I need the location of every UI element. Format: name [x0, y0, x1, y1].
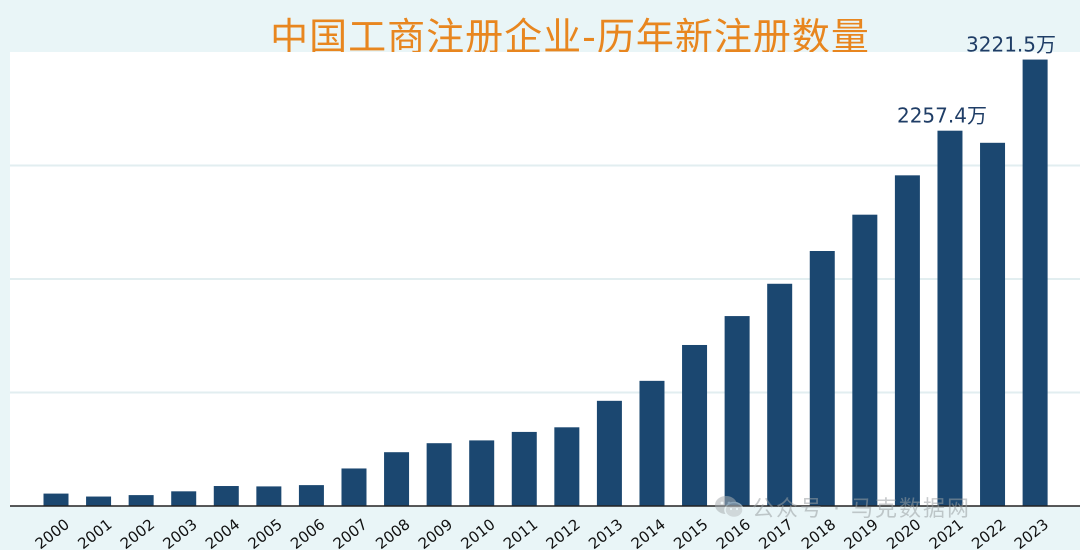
bar-2016 — [724, 316, 750, 506]
bar-2011 — [511, 431, 537, 506]
x-tick-label-2001: 2001 — [74, 515, 115, 550]
bar-2003 — [171, 491, 197, 506]
bar-2004 — [213, 486, 239, 506]
bar-2000 — [43, 493, 69, 506]
bar-2007 — [341, 468, 367, 506]
x-tick-label-2013: 2013 — [585, 515, 626, 550]
x-tick-label-2007: 2007 — [330, 515, 371, 550]
bar-2009 — [426, 443, 452, 506]
x-tick-label-2009: 2009 — [415, 515, 456, 550]
bar-2008 — [384, 452, 410, 506]
bar-2015 — [682, 344, 708, 506]
bar-2005 — [256, 486, 282, 506]
data-label-2023: 3221.5万 — [966, 33, 1056, 57]
bar-2017 — [767, 283, 793, 506]
bar-2022 — [980, 142, 1006, 507]
bar-2019 — [852, 214, 878, 506]
bar-2018 — [809, 251, 835, 506]
bar-2001 — [86, 496, 112, 506]
x-tick-label-2022: 2022 — [968, 515, 1009, 550]
bar-2002 — [128, 495, 154, 506]
x-tick-label-2002: 2002 — [117, 515, 158, 550]
x-tick-label-2000: 2000 — [32, 515, 73, 550]
bar-2014 — [639, 380, 665, 506]
bar-2013 — [596, 400, 622, 506]
data-label-2021: 2257.4万 — [897, 104, 987, 128]
x-tick-label-2014: 2014 — [628, 515, 669, 550]
bar-2023 — [1022, 59, 1048, 507]
bar-2020 — [894, 175, 920, 506]
bar-2006 — [298, 485, 324, 506]
x-tick-label-2004: 2004 — [202, 515, 243, 550]
bar-2021 — [937, 130, 963, 506]
bars — [43, 59, 1048, 507]
x-tick-label-2011: 2011 — [500, 515, 541, 550]
wechat-icon — [715, 496, 744, 519]
x-tick-label-2015: 2015 — [670, 515, 711, 550]
bar-2012 — [554, 427, 580, 506]
x-tick-label-2012: 2012 — [543, 515, 584, 550]
x-tick-label-2008: 2008 — [372, 515, 413, 550]
x-tick-label-2010: 2010 — [457, 515, 498, 550]
bar-2010 — [469, 440, 495, 506]
x-tick-label-2006: 2006 — [287, 515, 328, 550]
watermark-text: 公众号 · 马克数据网 — [752, 497, 971, 522]
x-tick-label-2005: 2005 — [245, 515, 286, 550]
chart-title: 中国工商注册企业-历年新注册数量 — [270, 15, 870, 59]
x-tick-label-2023: 2023 — [1011, 515, 1052, 550]
data-labels: 2257.4万 3221.5万 — [897, 33, 1056, 128]
watermark: 公众号 · 马克数据网 — [712, 490, 971, 524]
x-tick-label-2003: 2003 — [159, 515, 200, 550]
